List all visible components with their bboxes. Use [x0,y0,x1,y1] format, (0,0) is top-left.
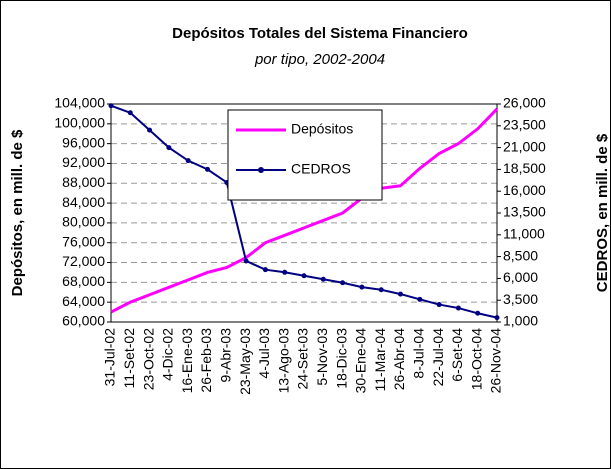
legend-label: CEDROS [291,161,351,177]
x-tick-label: 24-Set-03 [295,328,311,390]
x-tick-label: 26-Abr-04 [391,328,407,390]
x-tick-label: 8-Jul-04 [411,328,427,379]
y2-tick-label: 6,000 [503,269,538,285]
y-axis-title: Depósitos, en mill. de $ [9,129,26,296]
x-tick-label: 26-Feb-03 [198,328,214,393]
series-marker [243,258,249,264]
x-tick-label: 18-Oct-04 [468,328,484,390]
x-tick-label: 11-Mar-04 [372,328,388,392]
y2-tick-label: 11,000 [503,226,545,242]
y2-axis-title: CEDROS, en mill. de $ [594,133,611,292]
y2-tick-label: 16,000 [503,182,546,198]
y-tick-label: 60,000 [62,313,105,329]
y-tick-label: 104,000 [54,95,105,111]
series-marker [455,305,461,311]
x-tick-label: 31-Jul-02 [102,328,118,387]
x-tick-label: 26-Nov-04 [488,328,504,394]
series-marker [398,291,403,297]
y-tick-label: 80,000 [62,214,105,230]
y-tick-label: 88,000 [62,174,105,190]
y-tick-label: 76,000 [62,233,105,249]
series-marker [127,110,133,116]
y-tick-label: 84,000 [62,194,105,210]
x-tick-label: 11-Set-02 [121,328,137,389]
y2-tick-label: 1,000 [503,313,538,329]
y-tick-label: 72,000 [62,253,105,269]
y2-tick-label: 18,500 [503,160,546,176]
series-marker [282,269,288,275]
y2-tick-label: 23,500 [503,117,546,133]
y-tick-label: 100,000 [54,115,105,131]
x-tick-label: 16-Ene-03 [179,328,195,394]
series-marker [494,315,500,321]
series-marker [166,145,172,151]
y-tick-label: 68,000 [62,273,105,289]
series-marker [262,267,268,273]
x-tick-label: 22-Jul-04 [430,328,446,387]
x-tick-label: 9-Abr-03 [218,328,234,383]
x-tick-label: 6-Set-04 [449,328,465,382]
series-marker [359,284,365,290]
y2-tick-label: 26,000 [503,95,546,111]
x-tick-label: 23-May-03 [237,328,253,395]
legend-marker [258,167,264,173]
series-marker [436,302,442,308]
y2-tick-label: 3,500 [503,291,538,307]
series-marker [108,103,114,109]
x-tick-label: 30-Ene-04 [353,328,369,394]
x-tick-label: 5-Nov-03 [314,328,330,386]
series-line [110,107,499,314]
legend-box [227,109,383,201]
legend-label: Depósitos [291,121,353,137]
x-tick-label: 4-Jul-03 [256,328,272,379]
x-tick-label: 23-Oct-02 [140,328,156,390]
chart-title: Depósitos Totales del Sistema Financiero [172,25,468,42]
x-tick-label: 4-Dic-02 [160,328,176,381]
y-tick-label: 92,000 [62,154,105,170]
y2-tick-label: 21,000 [503,138,546,154]
series-marker [205,166,210,172]
series-marker [475,310,481,316]
x-tick-label: 13-Ago-03 [275,328,291,394]
chart-subtitle: por tipo, 2002-2004 [254,51,385,68]
y-tick-label: 96,000 [62,134,105,150]
y2-tick-label: 8,500 [503,247,538,263]
series-marker [185,158,191,164]
y-tick-label: 64,000 [62,293,105,309]
series-marker [320,276,326,282]
series-marker [340,280,346,286]
series-marker [378,287,384,293]
series-marker [147,127,153,133]
series-marker [301,273,307,279]
series-marker [417,296,423,302]
x-tick-label: 18-Dic-03 [333,328,349,389]
plot-frame [110,103,498,323]
y2-tick-label: 13,500 [503,204,546,220]
